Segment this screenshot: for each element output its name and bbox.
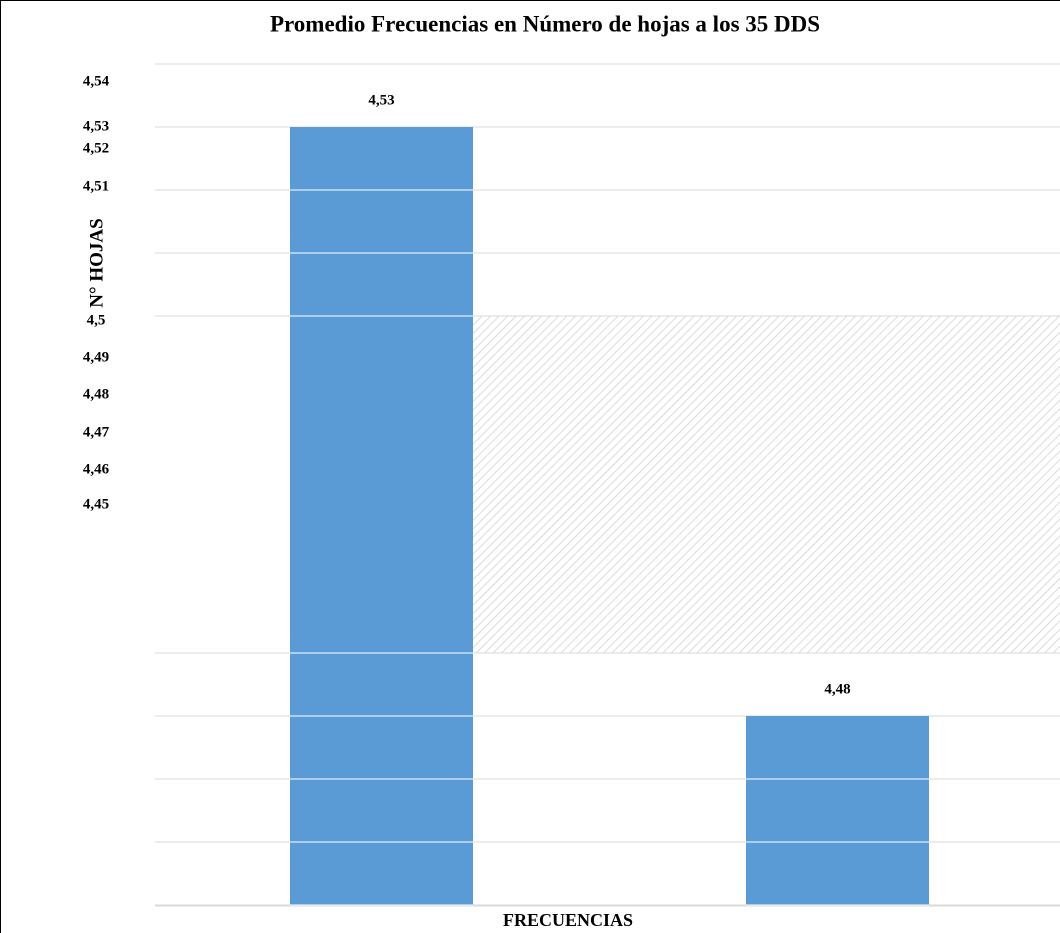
bar <box>746 716 929 906</box>
y-tick-label: 4,5 <box>87 312 106 328</box>
data-label: 4,53 <box>368 92 394 108</box>
y-tick-label: 4,45 <box>83 496 109 512</box>
y-tick-label: 4,51 <box>83 178 109 194</box>
y-tick-label: 4,54 <box>83 73 110 89</box>
axis-break <box>473 316 1060 653</box>
y-tick-label: 4,47 <box>83 424 110 440</box>
chart-title: Promedio Frecuencias en Número de hojas … <box>270 11 820 36</box>
data-label: 4,48 <box>824 681 850 697</box>
x-axis-label: FRECUENCIAS <box>503 910 633 930</box>
y-tick-label: 4,52 <box>83 140 109 156</box>
bar <box>290 127 473 906</box>
y-tick-label: 4,49 <box>83 349 109 365</box>
y-tick-label: 4,48 <box>83 386 109 402</box>
y-tick-label: 4,46 <box>83 461 110 477</box>
y-axis-label: N° HOJAS <box>86 218 107 307</box>
y-tick-label: 4,53 <box>83 118 109 134</box>
